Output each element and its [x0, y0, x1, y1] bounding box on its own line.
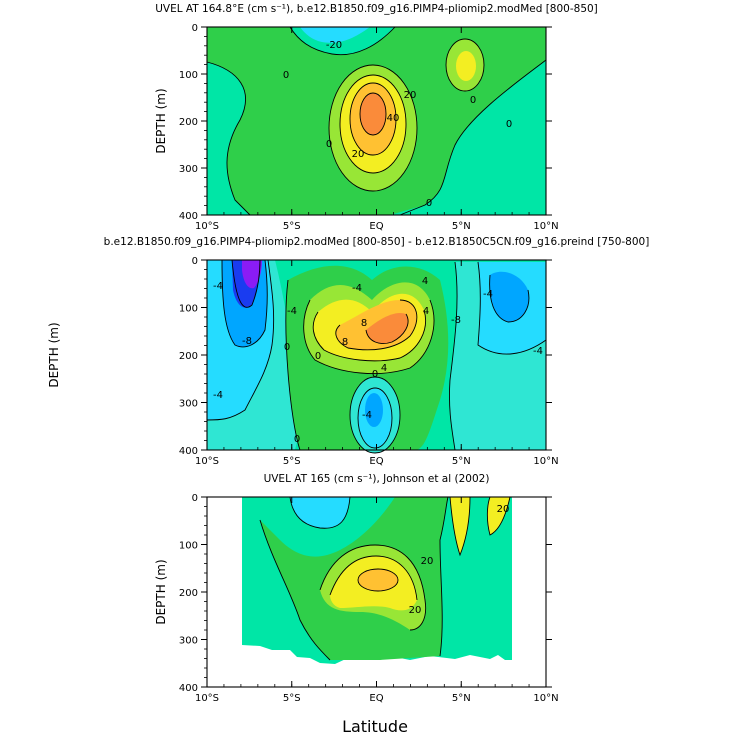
panel-2-field: [207, 260, 546, 453]
axes-layer: UVEL AT 164.8°E (cm s⁻¹), b.e12.B1850.f0…: [47, 3, 649, 704]
panel-1-west-field: [207, 150, 232, 215]
panel-1-contour-label: 0: [426, 198, 432, 209]
panel-2-y-tick-label: 400: [179, 446, 198, 457]
panel-3-y-tick-label: 0: [192, 493, 198, 504]
panel-1-contour-label: 40: [387, 113, 400, 124]
panel-2-y-tick-label: 0: [192, 256, 198, 267]
panel-1-x-tick-label: 10°N: [533, 221, 558, 232]
panel-2-contours: [206, 259, 547, 454]
figure-xlabel: Latitude: [342, 717, 408, 736]
panel-3-contour-label: 20: [421, 556, 434, 567]
panel-2-contour-label: -4: [213, 281, 223, 292]
panel-3-title: UVEL AT 165 (cm s⁻¹), Johnson et al (200…: [264, 473, 490, 485]
panel-1-contour-label: 0: [326, 139, 332, 150]
panel-1-title: UVEL AT 164.8°E (cm s⁻¹), b.e12.B1850.f0…: [155, 3, 598, 15]
panel-1-x-tick-label: 5°N: [452, 221, 471, 232]
panel-3-contour-label: 20: [497, 504, 510, 515]
panel-3-x-tick-label: 10°S: [195, 693, 219, 704]
panel-3-y-tick-label: 200: [179, 588, 198, 599]
panel-1-y-tick-label: 200: [179, 117, 198, 128]
panel-1-y-tick-label: 400: [179, 211, 198, 222]
panel-1-contour-label: 20: [404, 90, 417, 101]
panel-2-x-tick-label: 10°S: [195, 456, 219, 467]
panel-3-y-tick-label: 300: [179, 636, 198, 647]
panel-2-east-negative-inner: [489, 271, 529, 322]
panel-1-secondary-core: [456, 51, 476, 81]
panel-2-y-tick-label: 200: [179, 351, 198, 362]
panel-2-x-tick-label: 5°N: [452, 456, 471, 467]
panel-1-x-tick-label: 5°S: [283, 221, 301, 232]
panel-2-contour-label: -4: [352, 283, 362, 294]
panel-1-x-tick-label: 10°S: [195, 221, 219, 232]
panel-2-contour-label: 4: [381, 363, 387, 374]
panel-2-contour-label: -4: [533, 346, 543, 357]
panel-2-contour-label: -4: [362, 410, 372, 421]
panel-3-y-tick-label: 100: [179, 541, 198, 552]
panel-1: -20 0 0 20 40 0 20 0 0: [206, 26, 547, 216]
panel-1-ylabel: DEPTH (m): [154, 88, 168, 153]
panel-2-deep-negative-inner: [365, 393, 383, 427]
panel-2-contour-label: 0: [372, 369, 378, 380]
panel-2-ylabel: DEPTH (m): [47, 322, 61, 387]
panel-2-contour-label: 8: [342, 337, 348, 348]
panel-3-eucore-peak: [358, 569, 398, 591]
panel-2-x-tick-label: EQ: [369, 456, 383, 467]
panel-3-negative-top: [290, 497, 350, 529]
panel-1-y-tick-label: 100: [179, 70, 198, 81]
panel-3-x-tick-label: 5°N: [452, 693, 471, 704]
panel-3-ylabel: DEPTH (m): [154, 559, 168, 624]
panel-1-contour-label: 0: [283, 70, 289, 81]
panel-3-contours: [259, 496, 511, 661]
panel-2-contour-label: 0: [315, 351, 321, 362]
panel-1-y-tick-label: 0: [192, 23, 198, 34]
panel-3-x-tick-label: 10°N: [533, 693, 558, 704]
panel-1-east-field: [513, 150, 546, 215]
panel-2-x-tick-label: 10°N: [533, 456, 558, 467]
panel-2-contour-label: 4: [423, 306, 429, 317]
panel-3-contour-label: 20: [409, 605, 422, 616]
panel-1-contour-label: -20: [326, 40, 342, 51]
panel-1-contour-label: 0: [470, 95, 476, 106]
panel-3-y-tick-label: 400: [179, 683, 198, 694]
panel-2-y-tick-label: 100: [179, 304, 198, 315]
panel-3-field: [242, 497, 512, 664]
panel-1-y-tick-label: 300: [179, 164, 198, 175]
panel-1-field: [207, 27, 546, 215]
panel-3-x-tick-label: EQ: [369, 693, 383, 704]
panel-2-contour-label: -8: [242, 336, 252, 347]
panel-1-eucore-peak: [360, 93, 386, 135]
panel-2-contour-label: -8: [451, 315, 461, 326]
panel-1-negative-core: [300, 27, 370, 43]
panel-3-contour-labels: 20 20 20: [409, 504, 510, 616]
panel-1-x-tick-label: EQ: [369, 221, 383, 232]
panel-2-contour-label: 0: [284, 342, 290, 353]
panel-1-contour-label: 0: [506, 119, 512, 130]
panel-2-contour-label: 0: [294, 434, 300, 445]
panel-2-contour-label: -4: [483, 289, 493, 300]
panel-3-x-tick-label: 5°S: [283, 693, 301, 704]
panel-3-secondary-max: [450, 497, 470, 555]
panel-2-west-negative-peak: [242, 260, 262, 289]
panel-2-positive-peak: [366, 312, 409, 344]
panel-1-contours: [206, 26, 547, 216]
panel-1-contour-labels: -20 0 0 20 40 0 20 0 0: [283, 40, 512, 209]
panel-2-contour-label: 4: [422, 276, 428, 287]
panel-2-y-tick-label: 300: [179, 399, 198, 410]
panel-2-contour-label: -4: [213, 390, 223, 401]
panel-1-contour-label: 20: [352, 149, 365, 160]
panel-2-x-tick-label: 5°S: [283, 456, 301, 467]
panel-2-title: b.e12.B1850.f09_g16.PIMP4-pliomip2.modMe…: [104, 236, 650, 248]
panel-3: 20 20 20: [242, 496, 512, 664]
panel-2-contour-label: -4: [287, 306, 297, 317]
panel-3-east-max: [487, 497, 510, 535]
panel-2-contour-label: 8: [361, 318, 367, 329]
